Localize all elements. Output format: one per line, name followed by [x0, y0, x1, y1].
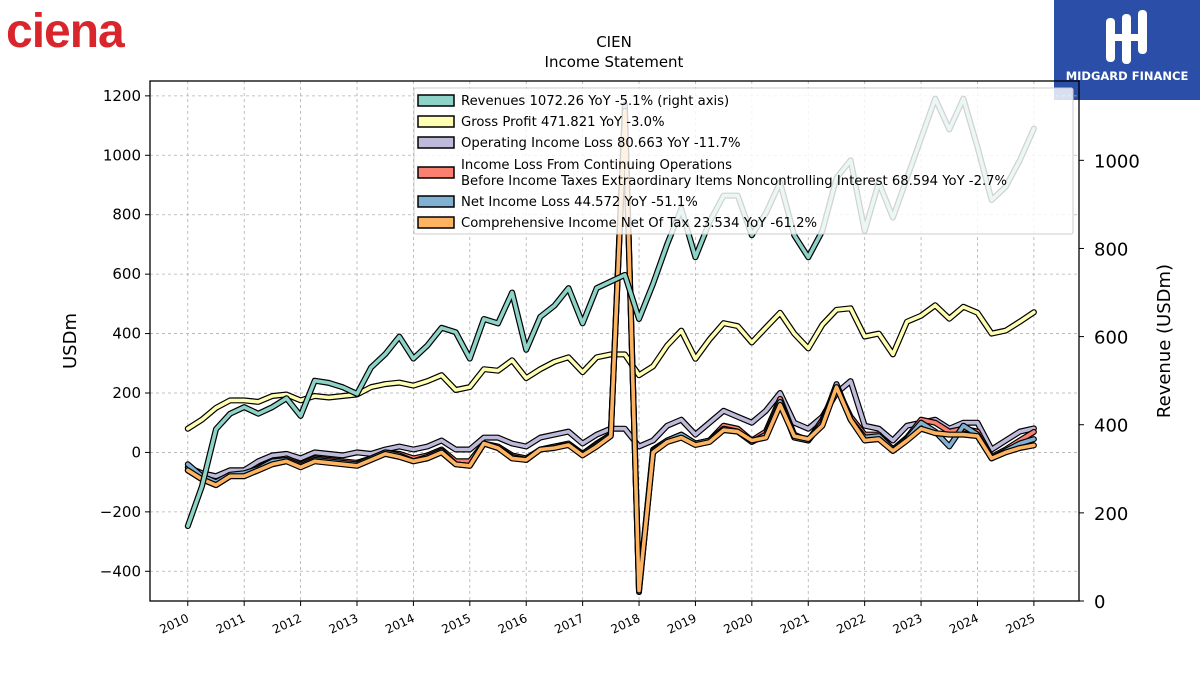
left-tick-label: 800 — [112, 206, 141, 224]
x-axis: 2010 2011 2012 2013 2014 2015 2016 2017 2018 2019… — [157, 601, 1037, 637]
legend-swatch — [417, 166, 455, 179]
left-tick-label: 400 — [112, 325, 141, 343]
legend-label: Comprehensive Income Net Of Tax 23.534 Y… — [461, 216, 817, 231]
chart-title: CIEN — [596, 33, 632, 51]
legend-label: Income Loss From Continuing Operations Be… — [461, 158, 1007, 189]
left-tick-label: −400 — [100, 562, 141, 580]
x-tick-label: 2020 — [722, 611, 756, 637]
legend-swatch — [417, 94, 455, 107]
x-tick-label: 2021 — [778, 611, 812, 637]
left-tick-label: −200 — [100, 503, 141, 521]
legend: Revenues 1072.26 YoY -5.1% (right axis) G… — [413, 87, 1074, 235]
right-tick-label: 600 — [1094, 328, 1128, 349]
right-tick-label: 400 — [1094, 416, 1128, 437]
legend-label: Net Income Loss 44.572 YoY -51.1% — [461, 195, 698, 210]
legend-swatch — [417, 115, 455, 128]
left-tick-label: 1200 — [103, 87, 141, 105]
right-tick-label: 1000 — [1094, 151, 1140, 172]
left-tick-label: 600 — [112, 265, 141, 283]
x-tick-label: 2012 — [270, 611, 304, 637]
x-tick-label: 2010 — [157, 611, 191, 637]
x-tick-label: 2017 — [552, 611, 586, 637]
x-tick-label: 2014 — [383, 611, 417, 637]
left-tick-label: 200 — [112, 384, 141, 402]
legend-swatch — [417, 195, 455, 208]
x-tick-label: 2023 — [891, 611, 925, 637]
left-tick-label: 1000 — [103, 146, 141, 164]
plot-frame — [149, 80, 1080, 602]
publisher-name: MIDGARD FINANCE — [1065, 69, 1189, 83]
x-tick-label: 2018 — [609, 611, 643, 637]
legend-label: Revenues 1072.26 YoY -5.1% (right axis) — [461, 94, 729, 109]
x-tick-label: 2011 — [214, 611, 248, 637]
right-tick-label: 0 — [1094, 592, 1105, 613]
left-axis-label: USDm — [60, 313, 81, 369]
right-tick-label: 200 — [1094, 504, 1128, 525]
x-tick-label: 2015 — [439, 611, 473, 637]
x-tick-label: 2013 — [327, 611, 361, 637]
left-axis: 1200 1000 800 600 400 200 0 −200 −400 — [100, 87, 150, 580]
x-tick-label: 2024 — [947, 611, 981, 637]
x-tick-label: 2019 — [665, 611, 699, 637]
legend-swatch — [417, 136, 455, 149]
x-tick-label: 2016 — [496, 611, 530, 637]
right-axis: 1000 800 600 400 200 0 — [1079, 151, 1140, 613]
legend-label: Operating Income Loss 80.663 YoY -11.7% — [461, 136, 741, 151]
legend-box — [413, 87, 1074, 235]
chart-subtitle: Income Statement — [545, 53, 684, 71]
publisher-logo: MIDGARD FINANCE — [1054, 0, 1200, 100]
legend-label: Gross Profit 471.821 YoY -3.0% — [461, 115, 665, 130]
publisher-logo-mark — [1106, 10, 1147, 64]
company-logo-text: ciena — [6, 5, 125, 58]
right-tick-label: 800 — [1094, 239, 1128, 260]
x-tick-label: 2025 — [1004, 611, 1038, 637]
left-tick-label: 0 — [131, 443, 141, 461]
company-logo: ciena — [6, 4, 125, 59]
x-tick-label: 2022 — [834, 611, 868, 637]
right-axis-label: Revenue (USDm) — [1154, 264, 1175, 418]
legend-swatch — [417, 216, 455, 229]
series-line — [186, 303, 1036, 431]
series-line — [186, 108, 1036, 593]
